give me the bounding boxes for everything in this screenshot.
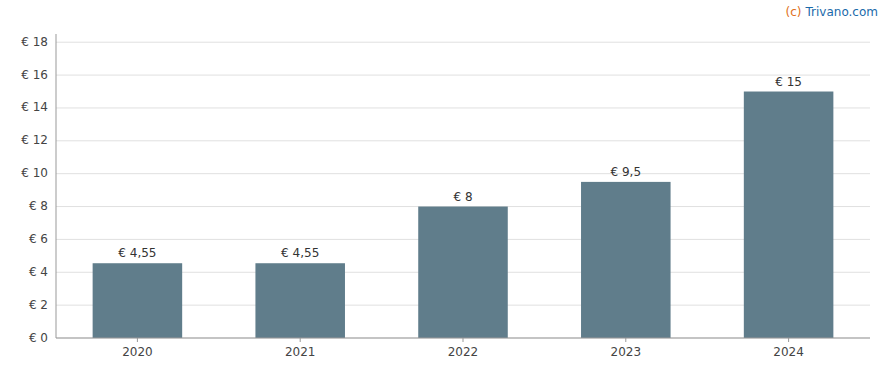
bars [93,92,834,338]
x-tick-label: 2021 [285,345,316,359]
y-tick-label: € 14 [21,100,48,114]
x-tick [625,338,626,342]
y-tick-label: € 2 [29,298,48,312]
watermark-part: (c) [786,5,802,19]
x-tick [137,338,138,342]
bar [93,263,183,338]
watermark-part: Trivano.com [805,5,878,19]
x-tick-label: 2022 [448,345,479,359]
y-axis-line [56,34,57,338]
y-tick-label: € 0 [29,331,48,345]
data-label: € 4,55 [281,246,319,260]
y-tick-labels: € 0 € 2 € 4 € 6 € 8 € 10 € 12 € 14 € 16 € 18 [21,35,48,345]
y-tick-label: € 6 [29,232,48,246]
data-label: € 15 [775,75,802,89]
y-tick-label: € 4 [29,265,48,279]
x-axis: 2020 2021 2022 2023 2024 [122,338,804,359]
data-label: € 9,5 [611,165,642,179]
grid-line [56,75,870,76]
data-label: € 8 [453,190,472,204]
bar [581,182,671,338]
bar [418,207,508,338]
x-tick-label: 2020 [122,345,153,359]
grid-line [56,42,870,43]
bar [744,92,834,338]
x-tick [788,338,789,342]
y-tick-label: € 8 [29,199,48,213]
watermark: (c)Trivano.com [786,5,878,19]
x-tick [300,338,301,342]
y-tick-label: € 18 [21,35,48,49]
page: {"chart_data": {"type": "bar", "categori… [0,0,888,370]
y-tick-label: € 12 [21,133,48,147]
x-tick-label: 2024 [773,345,804,359]
y-grid [56,42,870,338]
data-label: € 4,55 [118,246,156,260]
background [0,0,888,370]
chart: € 0€ 2€ 4€ 6€ 8€ 10€ 12€ 14€ 16€ 1820202… [0,0,888,370]
x-tick-label: 2023 [611,345,642,359]
bar [255,263,345,338]
data-labels: € 4,55 € 4,55 € 8 € 9,5 € 15 [118,75,802,261]
y-tick-label: € 16 [21,68,48,82]
x-tick [463,338,464,342]
y-tick-label: € 10 [21,166,48,180]
